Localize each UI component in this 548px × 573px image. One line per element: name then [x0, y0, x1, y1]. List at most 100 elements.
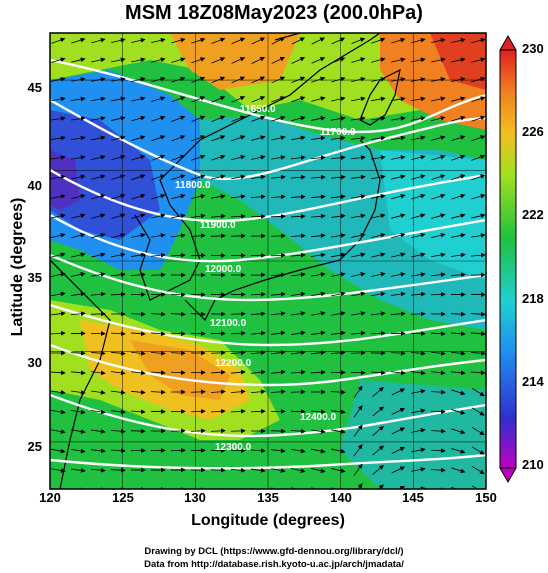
wind-arrow: [290, 428, 306, 434]
wind-arrow: [351, 194, 366, 199]
wind-arrow: [430, 389, 446, 395]
wind-arrow: [391, 96, 406, 102]
wind-arrow: [391, 408, 406, 415]
wind-arrow: [250, 311, 266, 317]
y-tick-label: 45: [27, 80, 42, 95]
wind-arrow: [191, 76, 206, 83]
wind-arrow: [451, 487, 466, 489]
wind-arrow: [391, 135, 406, 141]
wind-arrow: [91, 272, 106, 277]
wind-arrow: [71, 252, 86, 258]
wind-arrow: [250, 389, 266, 395]
wind-arrow: [211, 57, 226, 64]
wind-arrow: [250, 213, 266, 219]
wind-arrow: [271, 76, 286, 84]
wind-arrow: [111, 174, 126, 180]
wind-arrow: [110, 350, 126, 356]
wind-arrow: [171, 213, 186, 219]
wind-arrow: [71, 213, 86, 219]
wind-arrow: [231, 135, 246, 142]
wind-arrow: [71, 468, 86, 473]
wind-arrow: [91, 252, 106, 258]
wind-arrow: [211, 96, 226, 103]
wind-arrow: [271, 57, 286, 64]
x-tick-label: 150: [475, 490, 497, 505]
wind-arrow: [270, 389, 286, 395]
wind-arrow: [171, 115, 186, 122]
wind-arrow: [111, 96, 126, 102]
wind-arrow: [71, 193, 86, 200]
wind-arrow: [170, 252, 186, 258]
wind-arrow: [271, 448, 286, 454]
wind-arrow: [410, 350, 426, 356]
wind-arrow: [91, 390, 106, 395]
wind-arrow: [330, 350, 346, 356]
wind-arrow: [271, 311, 286, 317]
wind-arrow: [251, 57, 266, 64]
wind-arrow: [130, 311, 146, 317]
wind-arrow: [372, 445, 384, 456]
wind-arrow: [391, 447, 406, 454]
wind-arrow: [51, 291, 66, 297]
wind-arrow: [171, 37, 186, 44]
contour-label: 12200.0: [215, 358, 252, 369]
wind-arrow: [391, 57, 406, 63]
wind-arrow: [371, 57, 386, 63]
wind-arrow: [210, 213, 226, 219]
wind-arrow: [71, 135, 86, 141]
wind-arrow: [331, 409, 346, 415]
wind-arrow: [291, 57, 306, 64]
wind-arrow: [431, 57, 446, 63]
wind-arrow: [51, 213, 66, 219]
wind-arrow: [191, 194, 206, 199]
wind-arrow: [211, 194, 226, 199]
wind-arrow: [391, 174, 406, 180]
wind-arrow: [353, 405, 363, 418]
wind-arrow: [51, 232, 66, 239]
wind-arrow: [271, 37, 285, 45]
wind-arrow: [191, 115, 206, 122]
chart-title: MSM 18Z08May2023 (200.0hPa): [125, 2, 423, 24]
wind-arrow: [91, 154, 106, 160]
credit-drawing: Drawing by DCL (https://www.gfd-dennou.o…: [144, 546, 404, 557]
wind-arrow: [371, 37, 386, 44]
wind-arrow: [372, 464, 384, 475]
wind-arrow: [270, 291, 286, 297]
wind-arrow: [411, 213, 426, 219]
wind-arrow: [271, 330, 286, 336]
wind-arrow: [51, 272, 66, 277]
wind-arrow: [291, 272, 306, 278]
wind-arrow: [271, 135, 286, 141]
wind-arrow: [151, 57, 166, 63]
wind-arrow: [390, 370, 406, 376]
wind-arrow: [230, 213, 246, 219]
wind-arrow: [391, 427, 406, 435]
wind-arrow: [310, 213, 326, 219]
wind-arrow: [250, 291, 266, 297]
wind-arrow: [331, 116, 346, 121]
wind-arrow: [231, 76, 246, 84]
wind-arrow: [71, 429, 86, 434]
wind-arrow: [451, 174, 466, 181]
wind-arrow: [310, 194, 326, 200]
wind-arrow: [110, 428, 126, 434]
wind-arrow: [311, 233, 326, 239]
wind-arrow: [450, 331, 466, 337]
wind-arrow: [111, 77, 126, 82]
wind-arrow: [111, 37, 126, 44]
wind-arrow: [91, 116, 106, 121]
wind-arrow: [130, 428, 146, 434]
contour-label: 12400.0: [300, 412, 337, 423]
wind-arrow: [131, 115, 146, 122]
wind-arrow: [431, 252, 446, 258]
wind-arrow: [471, 115, 486, 122]
wind-arrow: [377, 484, 384, 489]
wind-arrow: [271, 155, 286, 160]
wind-arrow: [90, 291, 106, 297]
wind-arrow: [330, 194, 346, 200]
wind-arrow: [311, 96, 326, 102]
colorbar-tick-label: 222: [522, 207, 544, 222]
wind-arrow: [371, 116, 386, 121]
wind-arrow: [411, 389, 426, 394]
colorbar: [499, 34, 517, 484]
